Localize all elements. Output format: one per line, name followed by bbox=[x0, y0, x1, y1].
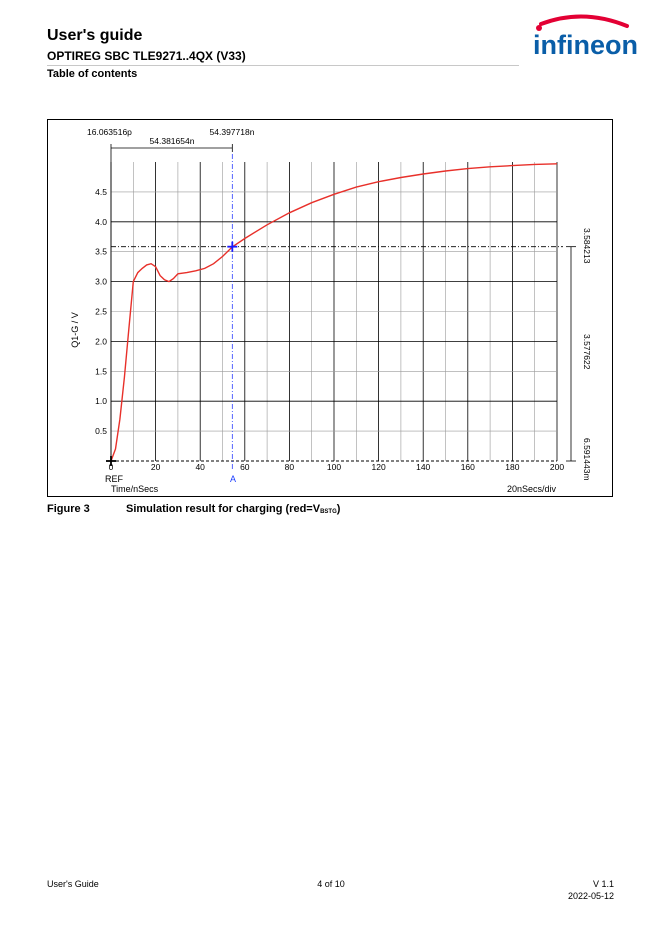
caption-subscript: BSTG bbox=[320, 509, 337, 515]
document-subtitle: OPTIREG SBC TLE9271..4QX (V33) bbox=[47, 49, 246, 63]
x-tick-label: 180 bbox=[505, 462, 519, 472]
x-tick-label: 40 bbox=[195, 462, 205, 472]
x-tick-label: 140 bbox=[416, 462, 430, 472]
marker-label: A bbox=[230, 474, 236, 484]
header-divider bbox=[47, 65, 519, 66]
y-tick-label: 1.0 bbox=[95, 396, 107, 406]
x-tick-label: 20 bbox=[151, 462, 161, 472]
simulation-chart: 0.5 1.0 1.5 2.0 2.5 3.0 3.5 4.0 4.5 0 20 40 60 80 100… bbox=[70, 127, 592, 494]
cursor-lines bbox=[106, 144, 576, 469]
x-tick-label: 60 bbox=[240, 462, 250, 472]
footer-page-number: 4 of 10 bbox=[317, 879, 345, 889]
x-tick-label: 200 bbox=[550, 462, 564, 472]
y-tick-label: 4.0 bbox=[95, 217, 107, 227]
x-axis-label: Time/nSecs bbox=[111, 484, 159, 494]
x-tick-labels: 0 20 40 60 80 100 120 140 160 180 200 bbox=[109, 462, 565, 472]
section-label: Table of contents bbox=[47, 68, 138, 80]
footer-date: 2022-05-12 bbox=[567, 891, 614, 901]
y-tick-label: 1.5 bbox=[95, 366, 107, 376]
y-tick-label: 3.0 bbox=[95, 277, 107, 287]
y-tick-label: 2.0 bbox=[95, 336, 107, 346]
logo-text: infineon bbox=[533, 30, 638, 60]
series-lines bbox=[110, 163, 558, 462]
series-line bbox=[110, 163, 558, 462]
y-tick-labels: 0.5 1.0 1.5 2.0 2.5 3.0 3.5 4.0 4.5 bbox=[95, 187, 107, 436]
footer-doc-name: User's Guide bbox=[47, 879, 99, 889]
marker-value-label: 3.584213 bbox=[582, 228, 592, 264]
x-tick-label: 100 bbox=[327, 462, 341, 472]
figure-caption: Simulation result for charging (red=VBST… bbox=[126, 503, 340, 515]
x-tick-label: 0 bbox=[109, 462, 114, 472]
x-tick-label: 80 bbox=[285, 462, 295, 472]
caption-suffix: ) bbox=[336, 503, 341, 515]
ref-time-label: 16.063516p bbox=[87, 127, 132, 137]
ref-value-label: 6.591443m bbox=[582, 438, 592, 481]
figure-frame: 0.5 1.0 1.5 2.0 2.5 3.0 3.5 4.0 4.5 0 20 40 60 80 100… bbox=[47, 119, 613, 497]
document-title: User's guide bbox=[47, 27, 143, 44]
figure-number: Figure 3 bbox=[47, 503, 90, 515]
y-tick-label: 2.5 bbox=[95, 307, 107, 317]
delta-value-label: 3.577622 bbox=[582, 334, 592, 370]
x-tick-label: 160 bbox=[461, 462, 475, 472]
infineon-logo: infineon bbox=[533, 14, 638, 60]
caption-prefix: Simulation result for charging (red=V bbox=[126, 503, 321, 515]
footer-version: V 1.1 bbox=[592, 879, 614, 889]
x-tick-label: 120 bbox=[372, 462, 386, 472]
delta-time-label: 54.381654n bbox=[150, 136, 195, 146]
marker-time-label: 54.397718n bbox=[210, 127, 255, 137]
scale-label: 20nSecs/div bbox=[507, 484, 557, 494]
y-tick-label: 0.5 bbox=[95, 426, 107, 436]
y-tick-label: 4.5 bbox=[95, 187, 107, 197]
ref-label: REF bbox=[105, 474, 124, 484]
chart-grid bbox=[110, 162, 558, 462]
y-axis-label: Q1-G / V bbox=[70, 312, 80, 348]
y-tick-label: 3.5 bbox=[95, 247, 107, 257]
